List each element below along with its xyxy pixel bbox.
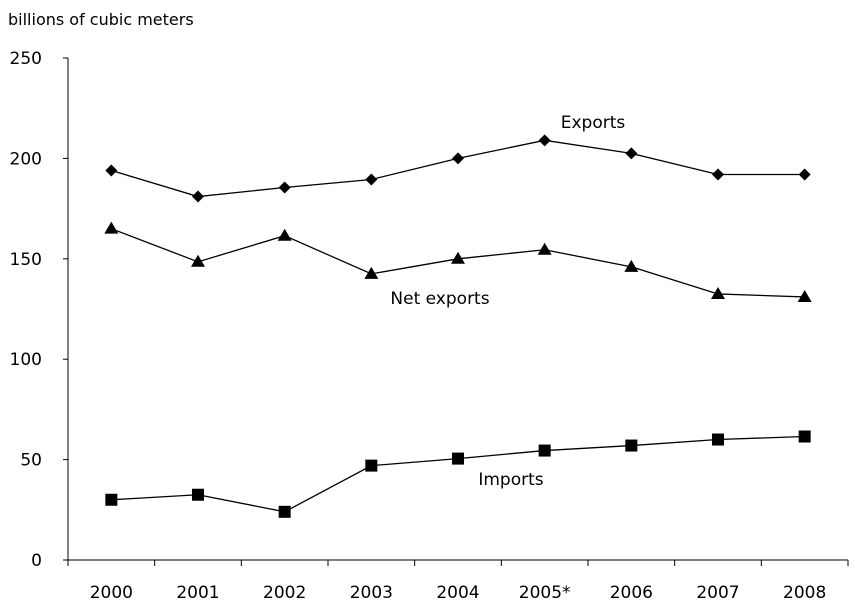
x-tick-label: 2007 [696, 583, 739, 603]
data-point [192, 488, 204, 501]
x-tick-label: 2002 [263, 583, 306, 603]
data-point [105, 493, 118, 506]
x-tick-label: 2005* [519, 583, 571, 603]
axes [67, 58, 848, 561]
y-tick-label: 0 [31, 551, 42, 571]
series-imports [105, 430, 811, 518]
data-point [452, 152, 464, 165]
series-line [111, 139, 805, 198]
data-point [538, 134, 551, 147]
data-point [711, 286, 725, 299]
data-point [452, 452, 464, 465]
data-point [625, 439, 638, 452]
data-point [712, 168, 724, 181]
x-tick-label: 2004 [436, 583, 479, 603]
data-point [537, 242, 552, 255]
data-point [451, 251, 465, 264]
data-point [365, 173, 378, 186]
series-group [104, 134, 812, 518]
series-labels: Exports Net exports Imports [390, 113, 625, 490]
data-point [625, 147, 638, 160]
data-point [364, 266, 379, 279]
series-exports [105, 134, 811, 203]
data-point [365, 459, 378, 472]
y-tick-label: 100 [10, 350, 42, 370]
data-point [624, 259, 639, 272]
data-point [104, 221, 119, 234]
data-point [712, 433, 724, 446]
data-point [192, 190, 204, 203]
y-ticks: 0 50 100 150 200 250 [10, 49, 68, 571]
data-point [105, 164, 118, 177]
x-tick-label: 2001 [176, 583, 219, 603]
data-point [797, 289, 812, 302]
x-ticks: 2000 2001 2002 2003 2004 2005* 2006 2007 2008 [67, 560, 849, 603]
y-tick-label: 50 [20, 451, 42, 471]
y-tick-label: 150 [10, 250, 42, 270]
series-net-exports [104, 221, 812, 302]
data-point [798, 430, 811, 443]
x-tick-label: 2006 [610, 583, 653, 603]
series-label: Net exports [390, 289, 489, 309]
y-axis-label: billions of cubic meters [8, 10, 194, 29]
y-tick-label: 250 [10, 49, 42, 69]
series-label: Exports [561, 113, 626, 133]
x-tick-label: 2000 [90, 583, 133, 603]
x-tick-label: 2008 [783, 583, 826, 603]
series-label: Imports [478, 470, 543, 490]
series-line [111, 435, 805, 513]
y-tick-label: 200 [10, 149, 42, 169]
data-point [277, 228, 292, 241]
data-point [278, 181, 291, 194]
x-tick-label: 2003 [350, 583, 393, 603]
data-point [278, 505, 291, 518]
data-point [798, 168, 811, 181]
data-point [538, 444, 551, 457]
data-point [191, 254, 205, 267]
